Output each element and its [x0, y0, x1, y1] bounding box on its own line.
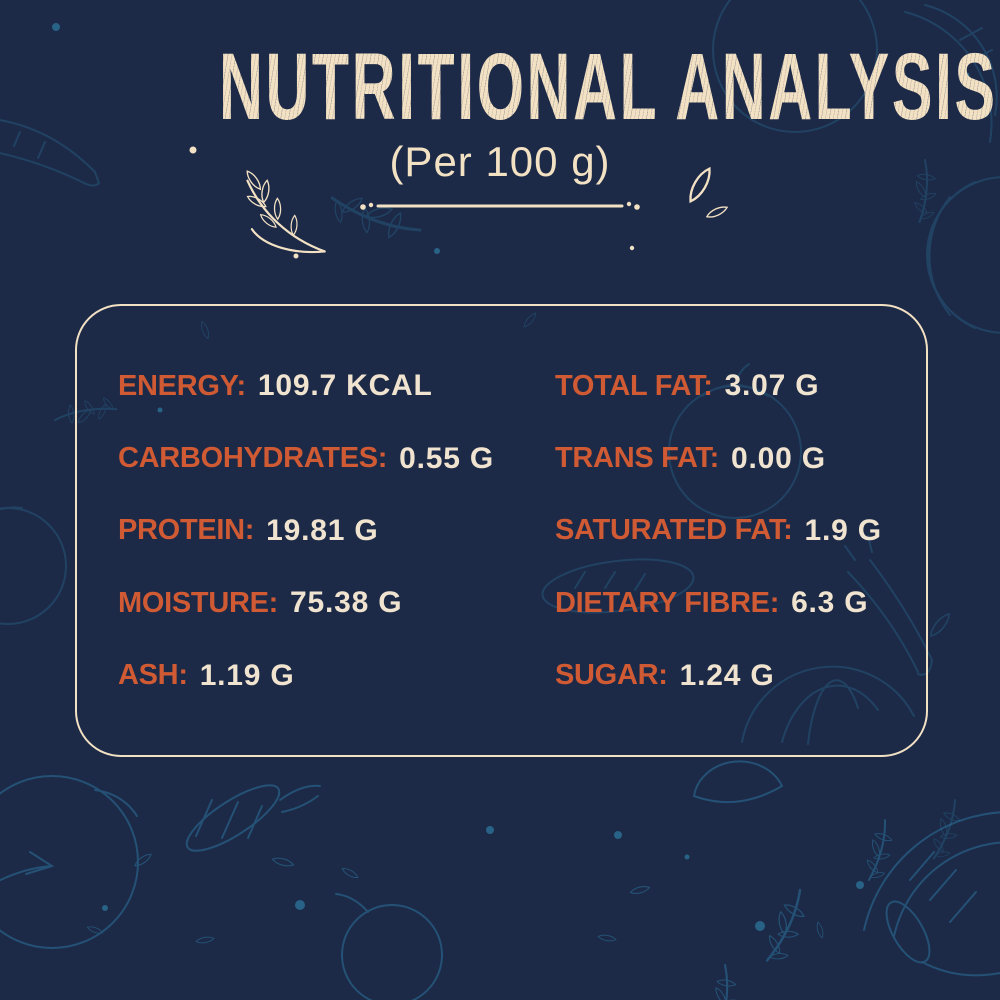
seed-icon [629, 884, 651, 896]
nutrient-value: 19.81 G [266, 513, 379, 547]
nutrient-value: 1.9 G [804, 513, 882, 547]
seed-icon [597, 933, 617, 943]
speck-dot [189, 146, 197, 154]
nutrient-row: SUGAR: 1.24 G [555, 640, 926, 712]
pumpkin-icon [926, 176, 1000, 334]
page-title: NUTRITIONAL ANALYSIS [218, 34, 998, 140]
nutrient-label: TRANS FAT: [555, 442, 720, 475]
melon-slice-icon [693, 760, 783, 804]
leaf-branch-icon [915, 800, 975, 862]
nutrient-value: 0.55 G [399, 441, 495, 475]
apple-stem [701, 363, 769, 397]
watermark-sketches-bottom [0, 760, 1000, 1000]
apple-icon [0, 775, 139, 949]
background-dots [52, 23, 989, 931]
watermark-sketches [0, 0, 1000, 862]
nutrient-value: 1.19 G [199, 658, 295, 692]
bread-icon [541, 558, 695, 614]
nutrition-column-right: TOTAL FAT: 3.07 G TRANS FAT: 0.00 G SATU… [555, 350, 926, 755]
melon-icon [904, 4, 998, 143]
nutrition-column-left: ENERGY: 109.7 KCAL CARBOHYDRATES: 0.55 G… [118, 350, 555, 755]
nutrient-value: 6.3 G [791, 586, 869, 620]
header-ornaments [189, 146, 730, 259]
nutrition-panel: ENERGY: 109.7 KCAL CARBOHYDRATES: 0.55 G… [75, 304, 928, 757]
seed-icon [86, 924, 104, 936]
oak-leaf-icon [690, 965, 758, 1000]
apple-icon [341, 904, 443, 1000]
nutrient-row: SATURATED FAT: 1.9 G [555, 495, 926, 567]
apple-stem [0, 789, 138, 882]
nutrient-value: 75.38 G [290, 586, 403, 620]
nutrient-value: 0.00 G [731, 441, 826, 475]
nutrient-label: TOTAL FAT: [555, 369, 713, 402]
nutrient-label: ENERGY: [118, 369, 246, 402]
nutrient-label: SATURATED FAT: [555, 514, 793, 547]
nutrient-label: ASH: [118, 659, 188, 692]
speck-dot [629, 245, 635, 251]
nutrient-label: PROTEIN: [118, 514, 255, 547]
fig-stem [921, 961, 1000, 977]
seed-icon [271, 855, 295, 869]
nutrient-row: CARBOHYDRATES: 0.55 G [118, 422, 555, 494]
nutrient-row: ASH: 1.19 G [118, 640, 555, 712]
corn-husk [195, 784, 321, 839]
fig-icon [885, 900, 931, 964]
nutrient-row: TRANS FAT: 0.00 G [555, 422, 926, 494]
header: NUTRITIONAL ANALYSIS [0, 40, 1000, 135]
apple-icon [668, 385, 802, 519]
nutrient-row: PROTEIN: 19.81 G [118, 495, 555, 567]
nutrient-label: CARBOHYDRATES: [118, 442, 388, 475]
divider-ornament [360, 201, 640, 210]
nutrient-label: MOISTURE: [118, 586, 279, 619]
nutrient-label: SUGAR: [555, 659, 668, 692]
laurel-sprig-icon [243, 168, 326, 254]
nutrient-row: ENERGY: 109.7 KCAL [118, 350, 555, 422]
apple-stem [335, 893, 369, 913]
speck-dot [293, 253, 299, 259]
radish-ridge [0, 506, 23, 511]
watermelon-icon [863, 811, 1000, 937]
radish-icon [0, 507, 67, 625]
bread-scores [574, 571, 646, 591]
nutrient-row: DIETARY FIBRE: 6.3 G [555, 567, 926, 639]
corn-icon [185, 784, 281, 852]
seed-icon [340, 865, 360, 881]
nutrient-value: 1.24 G [679, 658, 775, 692]
pumpkin-icon [741, 665, 915, 745]
nutrient-row: MOISTURE: 75.38 G [118, 567, 555, 639]
pumpkin-ridges [926, 181, 976, 329]
seed-icon [195, 935, 215, 945]
leaf-icon [926, 610, 954, 640]
nutrient-row: TOTAL FAT: 3.07 G [555, 350, 926, 422]
carrot-texture [13, 131, 46, 159]
nutrient-value: 109.7 KCAL [257, 369, 433, 403]
oak-leaf-icon [847, 820, 909, 883]
nutrient-value: 3.07 G [724, 369, 820, 403]
seed-icon [132, 851, 154, 869]
nutrient-label: DIETARY FIBRE: [555, 586, 780, 619]
carrot-icon [0, 119, 101, 187]
apple-icon [712, 0, 878, 133]
subtitle: (Per 100 g) [389, 138, 611, 185]
seed-icon [815, 921, 825, 939]
